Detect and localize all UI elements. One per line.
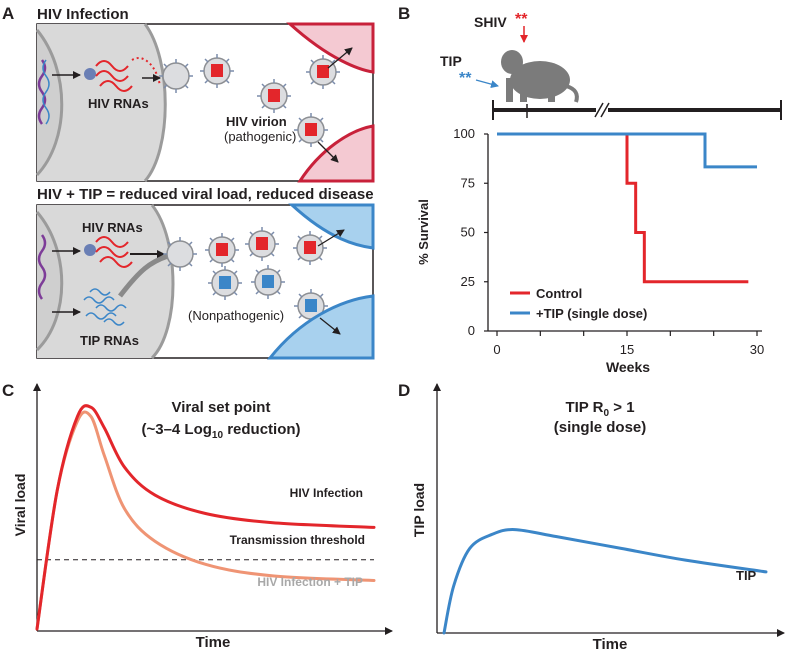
hiv-tip-label: HIV Infection + TIP	[257, 575, 363, 589]
legend-tip-label: +TIP (single dose)	[536, 306, 647, 321]
viral-y-label: Viral load	[12, 474, 28, 537]
panel-c-title-line1: Viral set point	[172, 399, 271, 416]
target-tissue-bottom	[297, 124, 375, 183]
tip-survival-line	[497, 132, 757, 169]
host-cell	[37, 24, 166, 181]
panel-c-letter: C	[2, 381, 14, 400]
hiv-infection-label: HIV Infection	[290, 486, 363, 500]
macaque-icon	[501, 50, 579, 103]
viral-x-label: Time	[196, 634, 231, 651]
panel-a: A HIV Infection HIV RNAs	[2, 4, 375, 360]
survival-x-tick-label: 0	[493, 342, 500, 357]
tip-y-label: TIP load	[411, 483, 427, 537]
hiv-tip-curve	[35, 410, 376, 631]
survival-chart: 0 25 50 75 100 0 15 30	[453, 126, 764, 357]
bottom-hiv-rna-label: HIV RNAs	[82, 220, 143, 235]
top-rna-label: HIV RNAs	[88, 96, 149, 111]
panel-a-letter: A	[2, 4, 14, 23]
survival-x-tick-label: 15	[620, 342, 634, 357]
hiv-infection-curve	[35, 404, 376, 631]
target-tissue-blue-bottom	[266, 294, 375, 360]
survival-y-tick-label: 0	[468, 323, 475, 338]
legend-control-label: Control	[536, 286, 582, 301]
shiv-stars: **	[515, 11, 528, 28]
panel-b: B SHIV ** TIP ** 0 25 50 75 100 0 15 30 % Survi…	[398, 4, 782, 375]
survival-y-label: % Survival	[416, 199, 431, 265]
virion-sub-label: (pathogenic)	[224, 129, 296, 144]
tip-rna-icon	[83, 288, 127, 326]
panel-c-title-line2: (~3–4 Log10 reduction)	[141, 421, 300, 441]
tip-dose-label: TIP	[440, 53, 462, 69]
provirus-dot	[84, 68, 96, 80]
rna-icon	[95, 60, 129, 72]
shiv-label: SHIV	[474, 14, 507, 30]
top-scene: HIV RNAs HIV virion (pathogenic)	[35, 22, 375, 183]
survival-y-tick-label: 100	[453, 126, 475, 141]
bottom-scene: HIV RNAs TIP RNAs (Nonpathogenic)	[35, 203, 375, 360]
survival-x-tick-label: 30	[750, 342, 764, 357]
tip-curve-label: TIP	[736, 568, 757, 583]
viral-chart	[35, 404, 376, 631]
tip-load-curve	[442, 528, 768, 635]
virion-icon	[199, 53, 341, 148]
control-survival-line	[497, 132, 749, 284]
survival-y-tick-label: 25	[461, 274, 475, 289]
virion-label: HIV virion	[226, 114, 287, 129]
panel-a-top-title: HIV Infection	[37, 6, 129, 23]
dna-icon	[37, 59, 47, 125]
nonpath-label: (Nonpathogenic)	[188, 308, 284, 323]
panel-d-title-line1: TIP R0 > 1	[565, 399, 634, 419]
panel-a-bottom-title: HIV + TIP = reduced viral load, reduced …	[37, 186, 374, 203]
panel-c: C Viral set point (~3–4 Log10 reduction)…	[2, 381, 393, 651]
target-tissue-top	[286, 22, 375, 74]
panel-d: D TIP R0 > 1 (single dose) TIP load Time…	[398, 381, 785, 653]
survival-y-tick-label: 50	[461, 225, 475, 240]
survival-x-label: Weeks	[606, 359, 650, 375]
panel-d-letter: D	[398, 381, 410, 400]
tip-stars: **	[459, 70, 472, 87]
tip-chart	[442, 528, 768, 635]
panel-b-letter: B	[398, 4, 410, 23]
survival-y-tick-label: 75	[461, 175, 475, 190]
bottom-tip-rna-label: TIP RNAs	[80, 333, 139, 348]
transmission-threshold-label: Transmission threshold	[230, 533, 365, 547]
tip-x-label: Time	[593, 636, 628, 653]
panel-d-title-line2: (single dose)	[554, 419, 647, 436]
target-tissue-blue-top	[288, 203, 375, 250]
